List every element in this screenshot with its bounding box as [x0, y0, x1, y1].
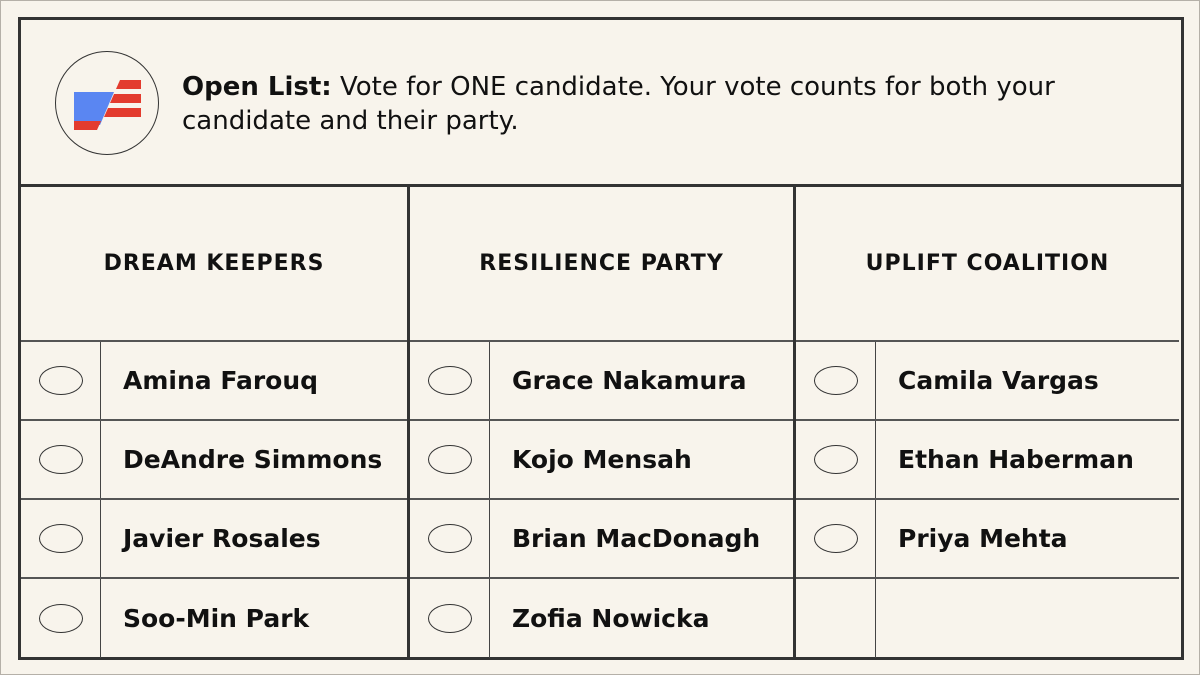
candidate-name: Amina Farouq: [123, 366, 319, 395]
oval-cell: [21, 500, 101, 577]
oval-cell: [410, 421, 490, 498]
oval-cell: [21, 579, 101, 658]
vote-oval[interactable]: [38, 604, 83, 633]
candidate-row: Zofia Nowicka: [410, 579, 793, 658]
candidate-row: Kojo Mensah: [410, 421, 793, 500]
candidate-row: Javier Rosales: [21, 500, 407, 579]
vote-oval[interactable]: [427, 366, 472, 395]
empty-row: [796, 579, 1179, 658]
vote-oval[interactable]: [38, 445, 83, 474]
candidate-name: Priya Mehta: [898, 524, 1068, 553]
oval-cell: [796, 421, 876, 498]
candidate-name: Javier Rosales: [123, 524, 321, 553]
candidate-row: Grace Nakamura: [410, 342, 793, 421]
candidate-name: Brian MacDonagh: [512, 524, 761, 553]
candidate-row: Priya Mehta: [796, 500, 1179, 579]
flag-logo-icon: [55, 51, 159, 155]
oval-cell: [21, 421, 101, 498]
party-column: UPLIFT COALITION Camila Vargas Ethan Haber…: [793, 187, 1179, 658]
oval-cell: [796, 500, 876, 577]
instruction-text: Vote for ONE candidate. Your vote counts…: [182, 72, 1055, 136]
instruction-label: Open List:: [182, 72, 332, 102]
party-columns: DREAM KEEPERS Amina Farouq DeAndre Simmons…: [21, 187, 1181, 658]
candidate-row: DeAndre Simmons: [21, 421, 407, 500]
candidate-name: Zofia Nowicka: [512, 604, 710, 633]
party-column: DREAM KEEPERS Amina Farouq DeAndre Simmons…: [21, 187, 407, 658]
vote-oval[interactable]: [813, 366, 858, 395]
party-name: DREAM KEEPERS: [21, 187, 407, 342]
candidate-name: [876, 579, 898, 658]
vote-oval[interactable]: [427, 445, 472, 474]
oval-cell: [410, 342, 490, 419]
oval-cell: [410, 579, 490, 658]
party-name: UPLIFT COALITION: [796, 187, 1179, 342]
vote-oval[interactable]: [813, 445, 858, 474]
candidate-row: Amina Farouq: [21, 342, 407, 421]
vote-oval[interactable]: [813, 524, 858, 553]
candidate-name: Kojo Mensah: [512, 445, 692, 474]
candidate-name: DeAndre Simmons: [123, 445, 383, 474]
candidate-name: Ethan Haberman: [898, 445, 1134, 474]
oval-cell: [796, 342, 876, 419]
candidate-row: Soo-Min Park: [21, 579, 407, 658]
vote-oval[interactable]: [427, 524, 472, 553]
ballot-header: Open List: Vote for ONE candidate. Your …: [21, 20, 1181, 187]
candidate-row: Ethan Haberman: [796, 421, 1179, 500]
ballot: Open List: Vote for ONE candidate. Your …: [18, 17, 1184, 660]
instructions: Open List: Vote for ONE candidate. Your …: [182, 70, 1142, 138]
party-column: RESILIENCE PARTY Grace Nakamura Kojo Mensa…: [407, 187, 793, 658]
candidate-row: Camila Vargas: [796, 342, 1179, 421]
vote-oval[interactable]: [38, 366, 83, 395]
oval-cell: [410, 500, 490, 577]
candidate-name: Grace Nakamura: [512, 366, 747, 395]
vote-oval[interactable]: [427, 604, 472, 633]
oval-cell: [21, 342, 101, 419]
candidate-row: Brian MacDonagh: [410, 500, 793, 579]
vote-oval[interactable]: [38, 524, 83, 553]
party-name: RESILIENCE PARTY: [410, 187, 793, 342]
candidate-name: Camila Vargas: [898, 366, 1099, 395]
oval-cell: [796, 579, 876, 658]
candidate-name: Soo-Min Park: [123, 604, 310, 633]
